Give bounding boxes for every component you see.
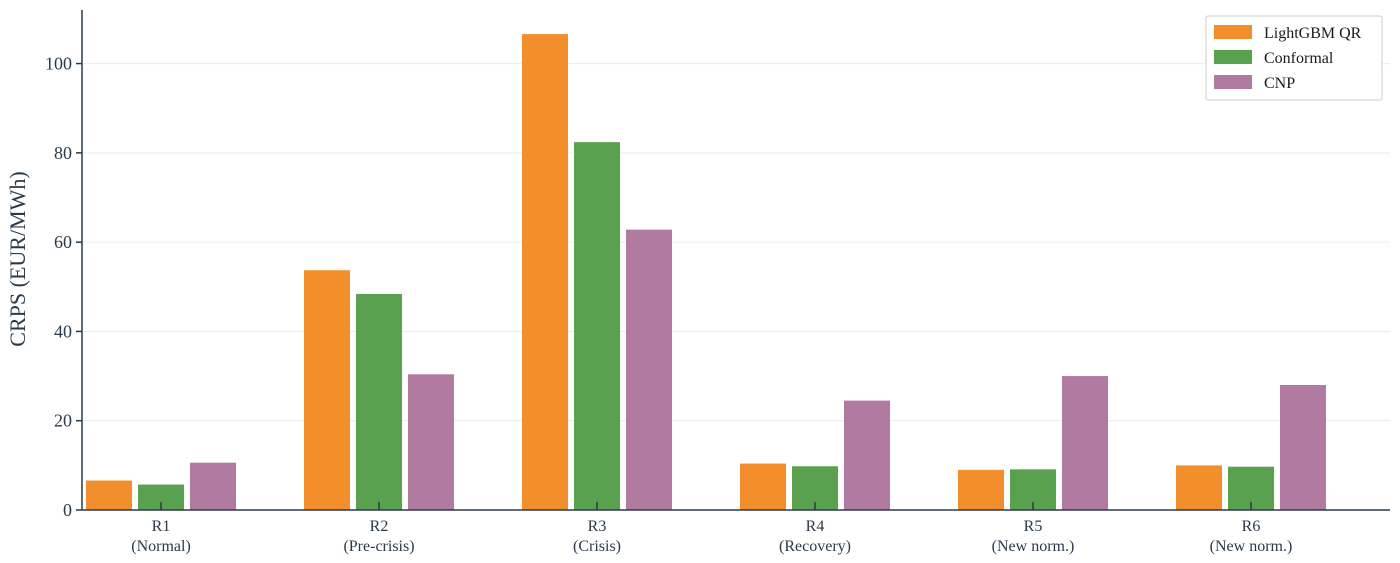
grid-lines xyxy=(82,63,1390,422)
legend-swatch xyxy=(1214,75,1252,89)
x-tick-label: R4 xyxy=(806,518,825,535)
x-tick-sublabel: (Recovery) xyxy=(779,538,851,555)
bar xyxy=(740,463,786,510)
bar xyxy=(958,469,1004,510)
legend-label: LightGBM QR xyxy=(1264,25,1362,42)
x-tick-sublabel: (New norm.) xyxy=(1210,538,1293,555)
x-tick-label: R3 xyxy=(588,518,607,535)
legend: LightGBM QR Conformal CNP xyxy=(1205,15,1383,101)
y-tick-label: 100 xyxy=(45,54,72,74)
x-tick-label: R5 xyxy=(1024,518,1043,535)
bars xyxy=(86,34,1326,510)
x-tick-sublabel: (New norm.) xyxy=(992,538,1075,555)
bar xyxy=(356,293,402,510)
legend-swatch xyxy=(1214,50,1252,64)
x-tick-label: R1 xyxy=(152,518,171,535)
bar xyxy=(844,400,890,510)
x-tick-sublabel: (Normal) xyxy=(131,538,191,555)
legend-label: CNP xyxy=(1264,75,1295,92)
bar xyxy=(304,270,350,510)
y-tick-label: 40 xyxy=(54,321,72,341)
x-tick-label: R2 xyxy=(370,518,389,535)
bar xyxy=(1280,385,1326,510)
bar xyxy=(1062,376,1108,510)
x-tick-sublabel: (Crisis) xyxy=(573,538,621,555)
axes xyxy=(81,10,1390,511)
bar xyxy=(574,142,620,510)
y-tick-label: 20 xyxy=(54,411,72,431)
bar xyxy=(86,480,132,510)
x-axis-ticks: R1 (Normal) R2 (Pre-crisis) R3 (Crisis) R4 (Rec… xyxy=(131,502,1292,555)
y-axis-ticks: 0 20 40 60 80 100 xyxy=(45,54,82,520)
x-tick-sublabel: (Pre-crisis) xyxy=(343,538,414,555)
x-tick-label: R6 xyxy=(1242,518,1261,535)
bar xyxy=(190,462,236,510)
legend-swatch xyxy=(1214,25,1252,39)
bar xyxy=(522,34,568,510)
bar xyxy=(626,229,672,510)
bar xyxy=(408,374,454,510)
y-tick-label: 80 xyxy=(54,143,72,163)
y-axis-title: CRPS (EUR/MWh) xyxy=(5,171,30,346)
y-tick-label: 0 xyxy=(63,500,72,520)
legend-label: Conformal xyxy=(1264,50,1334,67)
bar xyxy=(1176,465,1222,510)
y-tick-label: 60 xyxy=(54,232,72,252)
